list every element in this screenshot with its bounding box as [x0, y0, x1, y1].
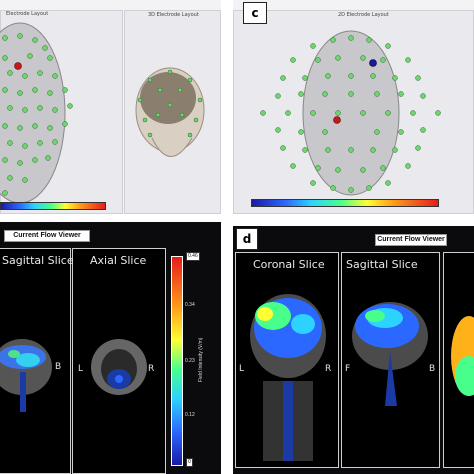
- sagittal-field-map-right: [352, 302, 428, 406]
- top-right-panel: 2D Electrode Layout: [233, 0, 474, 214]
- electrode-anode-right: [333, 116, 341, 124]
- electrode-cathode: [369, 59, 377, 67]
- coronal-field-map: [250, 294, 326, 461]
- axial-slice-view: [72, 248, 166, 474]
- coronal-side-r: R: [325, 364, 332, 374]
- brain-outline-right: [302, 30, 400, 196]
- colorbar-axis-label: Field Intensity (V/m): [198, 337, 204, 382]
- field-intensity-colorbar: [171, 256, 183, 466]
- top-left-colorbar: [0, 202, 106, 210]
- electrode-dots-right: [260, 35, 441, 193]
- top-right-colorbar: [251, 199, 439, 207]
- sagittal-side-b: B: [55, 362, 62, 372]
- axial-field-map: [91, 339, 147, 395]
- sagittal-slice-label-right: Sagittal Slice: [346, 258, 418, 271]
- axial-slice-label: Axial Slice: [90, 254, 147, 267]
- panel-label-c: c: [243, 2, 267, 24]
- colorbar-tick-3: 0.12: [185, 412, 195, 418]
- bottom-right-panel: Current Flow Viewer Coronal Slice Sagitt…: [233, 226, 474, 474]
- 3d-head-render: [135, 67, 205, 157]
- electrode-dots-left: [2, 33, 73, 196]
- current-flow-viewer-title-right: Current Flow Viewer: [375, 234, 447, 246]
- axial-side-l: L: [78, 364, 84, 374]
- electrode-head-2d-right: [260, 30, 441, 196]
- colorbar-tick-1: 0.34: [185, 302, 195, 308]
- 3d-electrode-layout-title: 3D Electrode Layout: [148, 12, 199, 18]
- current-flow-viewer-title: Current Flow Viewer: [4, 230, 90, 242]
- electrode-anode: [14, 62, 22, 70]
- colorbar-tick-2: 0.23: [185, 358, 195, 364]
- axial-side-r: R: [148, 364, 155, 374]
- coronal-side-l: L: [239, 364, 245, 374]
- colorbar-min-label: 0: [186, 458, 193, 467]
- 2d-electrode-layout-title: 2D Electrode Layout: [338, 12, 389, 18]
- electrode-head-2d: [0, 22, 73, 204]
- colorbar-max-label: 0.46: [186, 252, 200, 261]
- sagittal-side-b-right: B: [429, 364, 436, 374]
- sagittal-slice-label: Sagittal Slice: [2, 254, 74, 267]
- top-left-panel: Electrode Layout 3D Electrode Layout: [0, 0, 221, 214]
- electrode-layout-title: Electrode Layout: [6, 11, 49, 17]
- extra-field-map: [451, 316, 474, 396]
- panel-label-d: d: [236, 228, 258, 250]
- coronal-slice-label: Coronal Slice: [253, 258, 325, 271]
- bottom-left-panel: Current Flow Viewer Sagittal Slice Axial…: [0, 222, 221, 474]
- sagittal-side-f: F: [345, 364, 351, 374]
- sagittal-field-map: [0, 339, 52, 412]
